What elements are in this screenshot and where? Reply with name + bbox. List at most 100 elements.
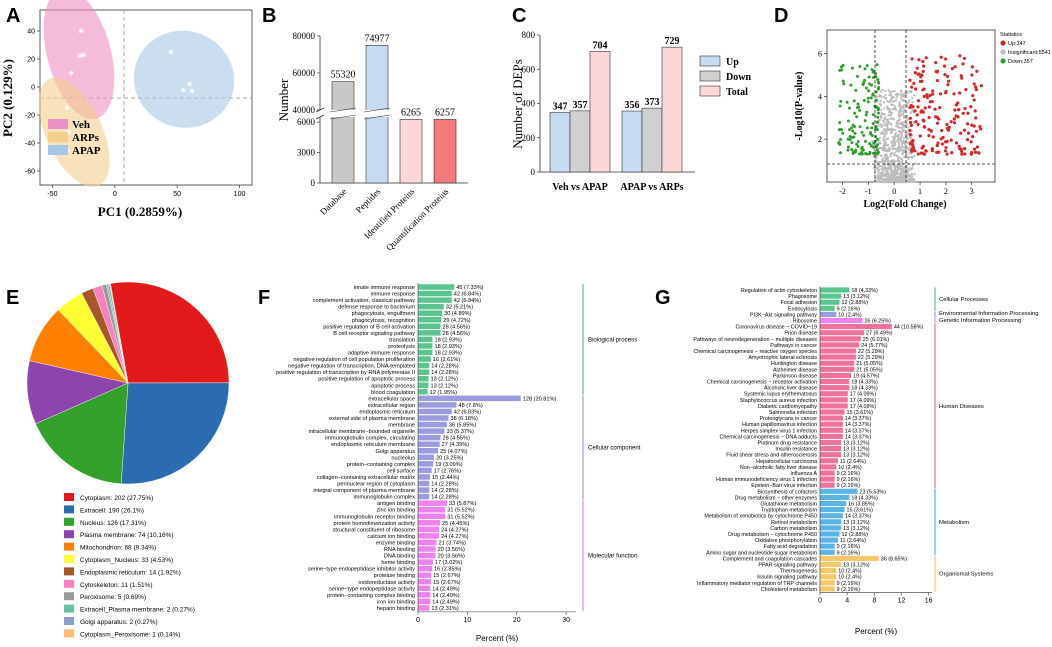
g-bar bbox=[820, 507, 845, 513]
volcano-point-up bbox=[912, 81, 916, 85]
f-value-label: 20 (3.25%) bbox=[436, 455, 463, 461]
volcano-point-insignificant bbox=[907, 100, 911, 104]
f-bar bbox=[418, 447, 439, 454]
c-y-tick: 200 bbox=[522, 133, 536, 143]
g-value-label: 9 (2.16%) bbox=[837, 483, 861, 489]
g-value-label: 21 (5.05%) bbox=[856, 361, 883, 367]
volcano-point-down bbox=[856, 102, 860, 106]
volcano-point-up bbox=[928, 100, 933, 104]
b-bar-label: 6265 bbox=[401, 107, 421, 118]
c-y-ticks: 0 200 400 600 800 bbox=[522, 30, 540, 177]
volcano-point-insignificant bbox=[902, 111, 906, 114]
volcano-point-down bbox=[845, 100, 849, 104]
volcano-point-insignificant bbox=[878, 139, 881, 143]
volcano-point-down bbox=[837, 141, 841, 145]
volcano-point-up bbox=[965, 122, 970, 126]
go-enrichment-chart: innate immune response 45 (7.33%) immune r… bbox=[276, 283, 641, 643]
g-value-label: 18 (4.33%) bbox=[851, 495, 878, 501]
f-value-label: 20 (3.56%) bbox=[438, 547, 465, 553]
volcano-point-up bbox=[930, 92, 935, 96]
volcano-point-down bbox=[874, 90, 878, 94]
g-value-label: 14 (3.37%) bbox=[845, 434, 872, 440]
volcano-point-down bbox=[863, 139, 867, 143]
f-value-label: 15 (2.67%) bbox=[433, 580, 460, 586]
volcano-point-insignificant bbox=[894, 132, 898, 135]
g-bar bbox=[820, 537, 838, 543]
volcano-point-up bbox=[973, 150, 978, 154]
f-value-label: 13 (2.12%) bbox=[430, 377, 457, 383]
volcano-point-down bbox=[866, 96, 870, 100]
volcano-point-up bbox=[931, 89, 935, 93]
g-section-label: Human Diseases bbox=[939, 404, 984, 410]
volcano-point-insignificant bbox=[886, 128, 889, 132]
volcano-point-down bbox=[847, 128, 851, 132]
volcano-point-insignificant bbox=[890, 127, 893, 130]
volcano-point-insignificant bbox=[896, 135, 900, 139]
f-term-label: serine−type endopeptidase activity bbox=[329, 586, 415, 592]
volcano-point-up bbox=[935, 78, 939, 83]
f-x-label: Percent (%) bbox=[476, 634, 519, 643]
f-term-label: perinuclear region of cytoplasm bbox=[337, 482, 415, 488]
volcano-point-down bbox=[839, 138, 843, 142]
dep-count-chart: 347 357 704 356 373 729 0 200 400 600 800 Veh vs … bbox=[510, 30, 751, 193]
volcano-point-up bbox=[922, 125, 926, 129]
volcano-point-insignificant bbox=[906, 141, 909, 144]
g-term-label: Inflammatory mediator regulation of TRP … bbox=[697, 581, 817, 587]
c-category-label: Veh vs APAP bbox=[552, 182, 608, 193]
volcano-point-insignificant bbox=[883, 159, 886, 163]
f-term-label: collagen−containing extracellular matrix bbox=[317, 475, 415, 481]
g-bar bbox=[820, 354, 856, 360]
volcano-point-up bbox=[950, 67, 954, 71]
e-legend-swatch bbox=[64, 567, 74, 576]
c-bar bbox=[569, 110, 591, 173]
b-y-tick: 80000 bbox=[293, 31, 316, 41]
g-value-label: 21 (5.05%) bbox=[856, 367, 883, 373]
volcano-point-up bbox=[915, 113, 919, 117]
volcano-point-insignificant bbox=[891, 103, 894, 107]
volcano-point-up bbox=[945, 139, 949, 143]
volcano-point-up bbox=[961, 111, 965, 115]
g-term-label: Diabetic cardiomyopathy bbox=[758, 404, 817, 410]
c-category-label: APAP vs ARPs bbox=[620, 182, 683, 193]
volcano-point-insignificant bbox=[891, 108, 894, 111]
volcano-point-insignificant bbox=[906, 118, 910, 121]
f-value-label: 42 (6.83%) bbox=[454, 409, 481, 415]
volcano-point-up bbox=[952, 92, 956, 96]
volcano-point-insignificant bbox=[899, 171, 902, 175]
f-term-label: heme binding bbox=[381, 560, 415, 566]
volcano-point-insignificant bbox=[877, 169, 881, 172]
g-term-label: Epstein−Barr virus infection bbox=[751, 483, 817, 489]
volcano-point-insignificant bbox=[908, 152, 911, 155]
pca-point: ✱ bbox=[87, 147, 93, 155]
g-term-label: Huntington disease bbox=[771, 361, 817, 367]
f-value-label: 15 (2.44%) bbox=[432, 475, 459, 481]
f-value-label: 20 (3.56%) bbox=[438, 554, 465, 560]
f-bar bbox=[418, 506, 446, 513]
f-term-label: immunoglobulin receptor binding bbox=[334, 514, 415, 520]
volcano-point-up bbox=[964, 87, 968, 92]
volcano-point-insignificant bbox=[879, 104, 883, 107]
volcano-point-up bbox=[925, 95, 930, 100]
g-bar bbox=[820, 531, 840, 537]
g-value-label: 13 (3.12%) bbox=[843, 563, 870, 569]
volcano-point-down bbox=[877, 150, 881, 154]
volcano-point-insignificant bbox=[904, 93, 908, 96]
f-bar bbox=[418, 415, 449, 421]
g-x-tick: 8 bbox=[872, 598, 876, 605]
volcano-point-insignificant bbox=[907, 90, 911, 93]
g-bar bbox=[820, 305, 835, 311]
volcano-point-insignificant bbox=[889, 117, 892, 121]
f-term-label: RNA binding bbox=[384, 547, 415, 553]
g-term-label: Retinol metabolism bbox=[771, 520, 817, 526]
f-value-label: 14 (2.28%) bbox=[431, 364, 458, 370]
c-legend-label: Down bbox=[726, 72, 751, 83]
f-term-label: defense response to bacterium bbox=[338, 305, 415, 311]
f-value-label: 14 (2.28%) bbox=[431, 488, 458, 494]
f-term-label: apoptotic process bbox=[371, 383, 415, 389]
pca-y-tick: 20 bbox=[27, 57, 35, 64]
g-bar bbox=[820, 561, 842, 568]
volcano-point-insignificant bbox=[896, 122, 899, 126]
e-legend-swatch bbox=[64, 604, 74, 613]
volcano-point-insignificant bbox=[911, 180, 914, 184]
f-value-label: 13 (2.12%) bbox=[430, 383, 457, 389]
